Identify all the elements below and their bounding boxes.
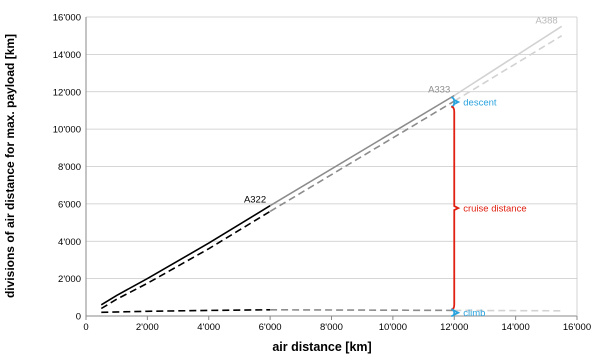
x-tick-label-7: 14'000	[502, 322, 530, 333]
x-tick-label-2: 4'000	[197, 322, 220, 333]
series-line-2	[101, 310, 270, 313]
x-tick-label-3: 6'000	[259, 322, 282, 333]
x-tick-label-5: 10'000	[379, 322, 407, 333]
series-line-6	[454, 26, 561, 95]
x-tick-label-6: 12'000	[440, 322, 468, 333]
series-label-A388: A388	[535, 15, 557, 26]
x-tick-label-8: 16'000	[563, 322, 591, 333]
y-tick-label-8: 16'000	[53, 13, 81, 24]
series-line-0	[101, 206, 270, 305]
series-line-5	[270, 310, 454, 311]
series-line-7	[454, 36, 561, 101]
annotation-layer: descent cruise distance climb	[451, 97, 526, 319]
x-tick-label-4: 8'000	[320, 322, 343, 333]
x-tick-label-0: 0	[83, 322, 88, 333]
annotation-cruise-distance: cruise distance	[463, 204, 526, 215]
tick-labels: 0 2'000 4'000 6'000 8'000 10'000 12'000 14'000 1…	[53, 13, 591, 334]
series-label-A322: A322	[244, 195, 266, 206]
series-label-A333: A333	[428, 84, 450, 95]
y-tick-label-7: 14'000	[53, 50, 81, 61]
series-line-4	[270, 101, 454, 211]
x-axis-label: air distance [km]	[272, 340, 371, 354]
annotation-descent: descent	[463, 98, 497, 109]
x-tick-label-1: 2'000	[136, 322, 159, 333]
y-tick-label-3: 6'000	[58, 199, 81, 210]
y-tick-label-5: 10'000	[53, 125, 81, 136]
y-axis-label: divisions of air distance for max. paylo…	[3, 34, 17, 298]
y-tick-label-6: 12'000	[53, 87, 81, 98]
annotation-climb: climb	[463, 308, 485, 319]
series-line-1	[101, 211, 270, 308]
y-tick-label-2: 4'000	[58, 237, 81, 248]
y-tick-label-1: 2'000	[58, 274, 81, 285]
y-tick-label-0: 0	[76, 312, 81, 323]
series-line-3	[270, 96, 454, 206]
bracket-cruise-distance	[451, 107, 458, 310]
series-layer: A322 A333 A388	[101, 15, 561, 312]
y-tick-label-4: 8'000	[58, 162, 81, 173]
